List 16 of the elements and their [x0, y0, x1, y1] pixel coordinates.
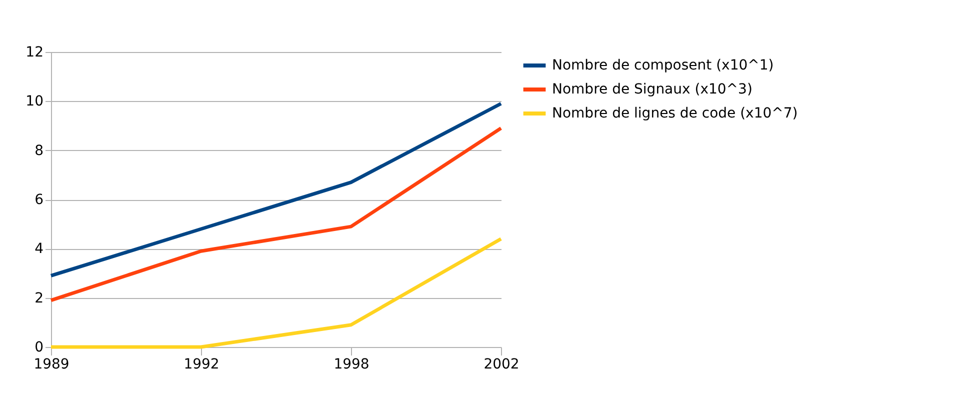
legend-label: Nombre de lignes de code (x10^7) — [552, 106, 798, 122]
y-tick-label: 4 — [34, 241, 44, 258]
y-tick-label: 6 — [34, 192, 44, 208]
line-series — [49, 126, 503, 302]
line-series — [49, 102, 503, 278]
x-tick-label: 1998 — [334, 356, 370, 372]
legend-label: Nombre de composent (x10^1) — [552, 58, 774, 74]
y-tick-label: 8 — [34, 142, 44, 159]
y-tick-label: 2 — [34, 290, 44, 306]
x-tick-label: 1989 — [34, 356, 70, 372]
x-tick-label: 2002 — [484, 356, 520, 372]
y-tick-label: 12 — [26, 44, 44, 60]
y-tick-label: 0 — [34, 340, 44, 356]
y-tick-label: 10 — [26, 94, 44, 110]
x-tick-label: 1992 — [184, 356, 220, 372]
legend-label: Nombre de Signaux (x10^3) — [552, 82, 752, 98]
